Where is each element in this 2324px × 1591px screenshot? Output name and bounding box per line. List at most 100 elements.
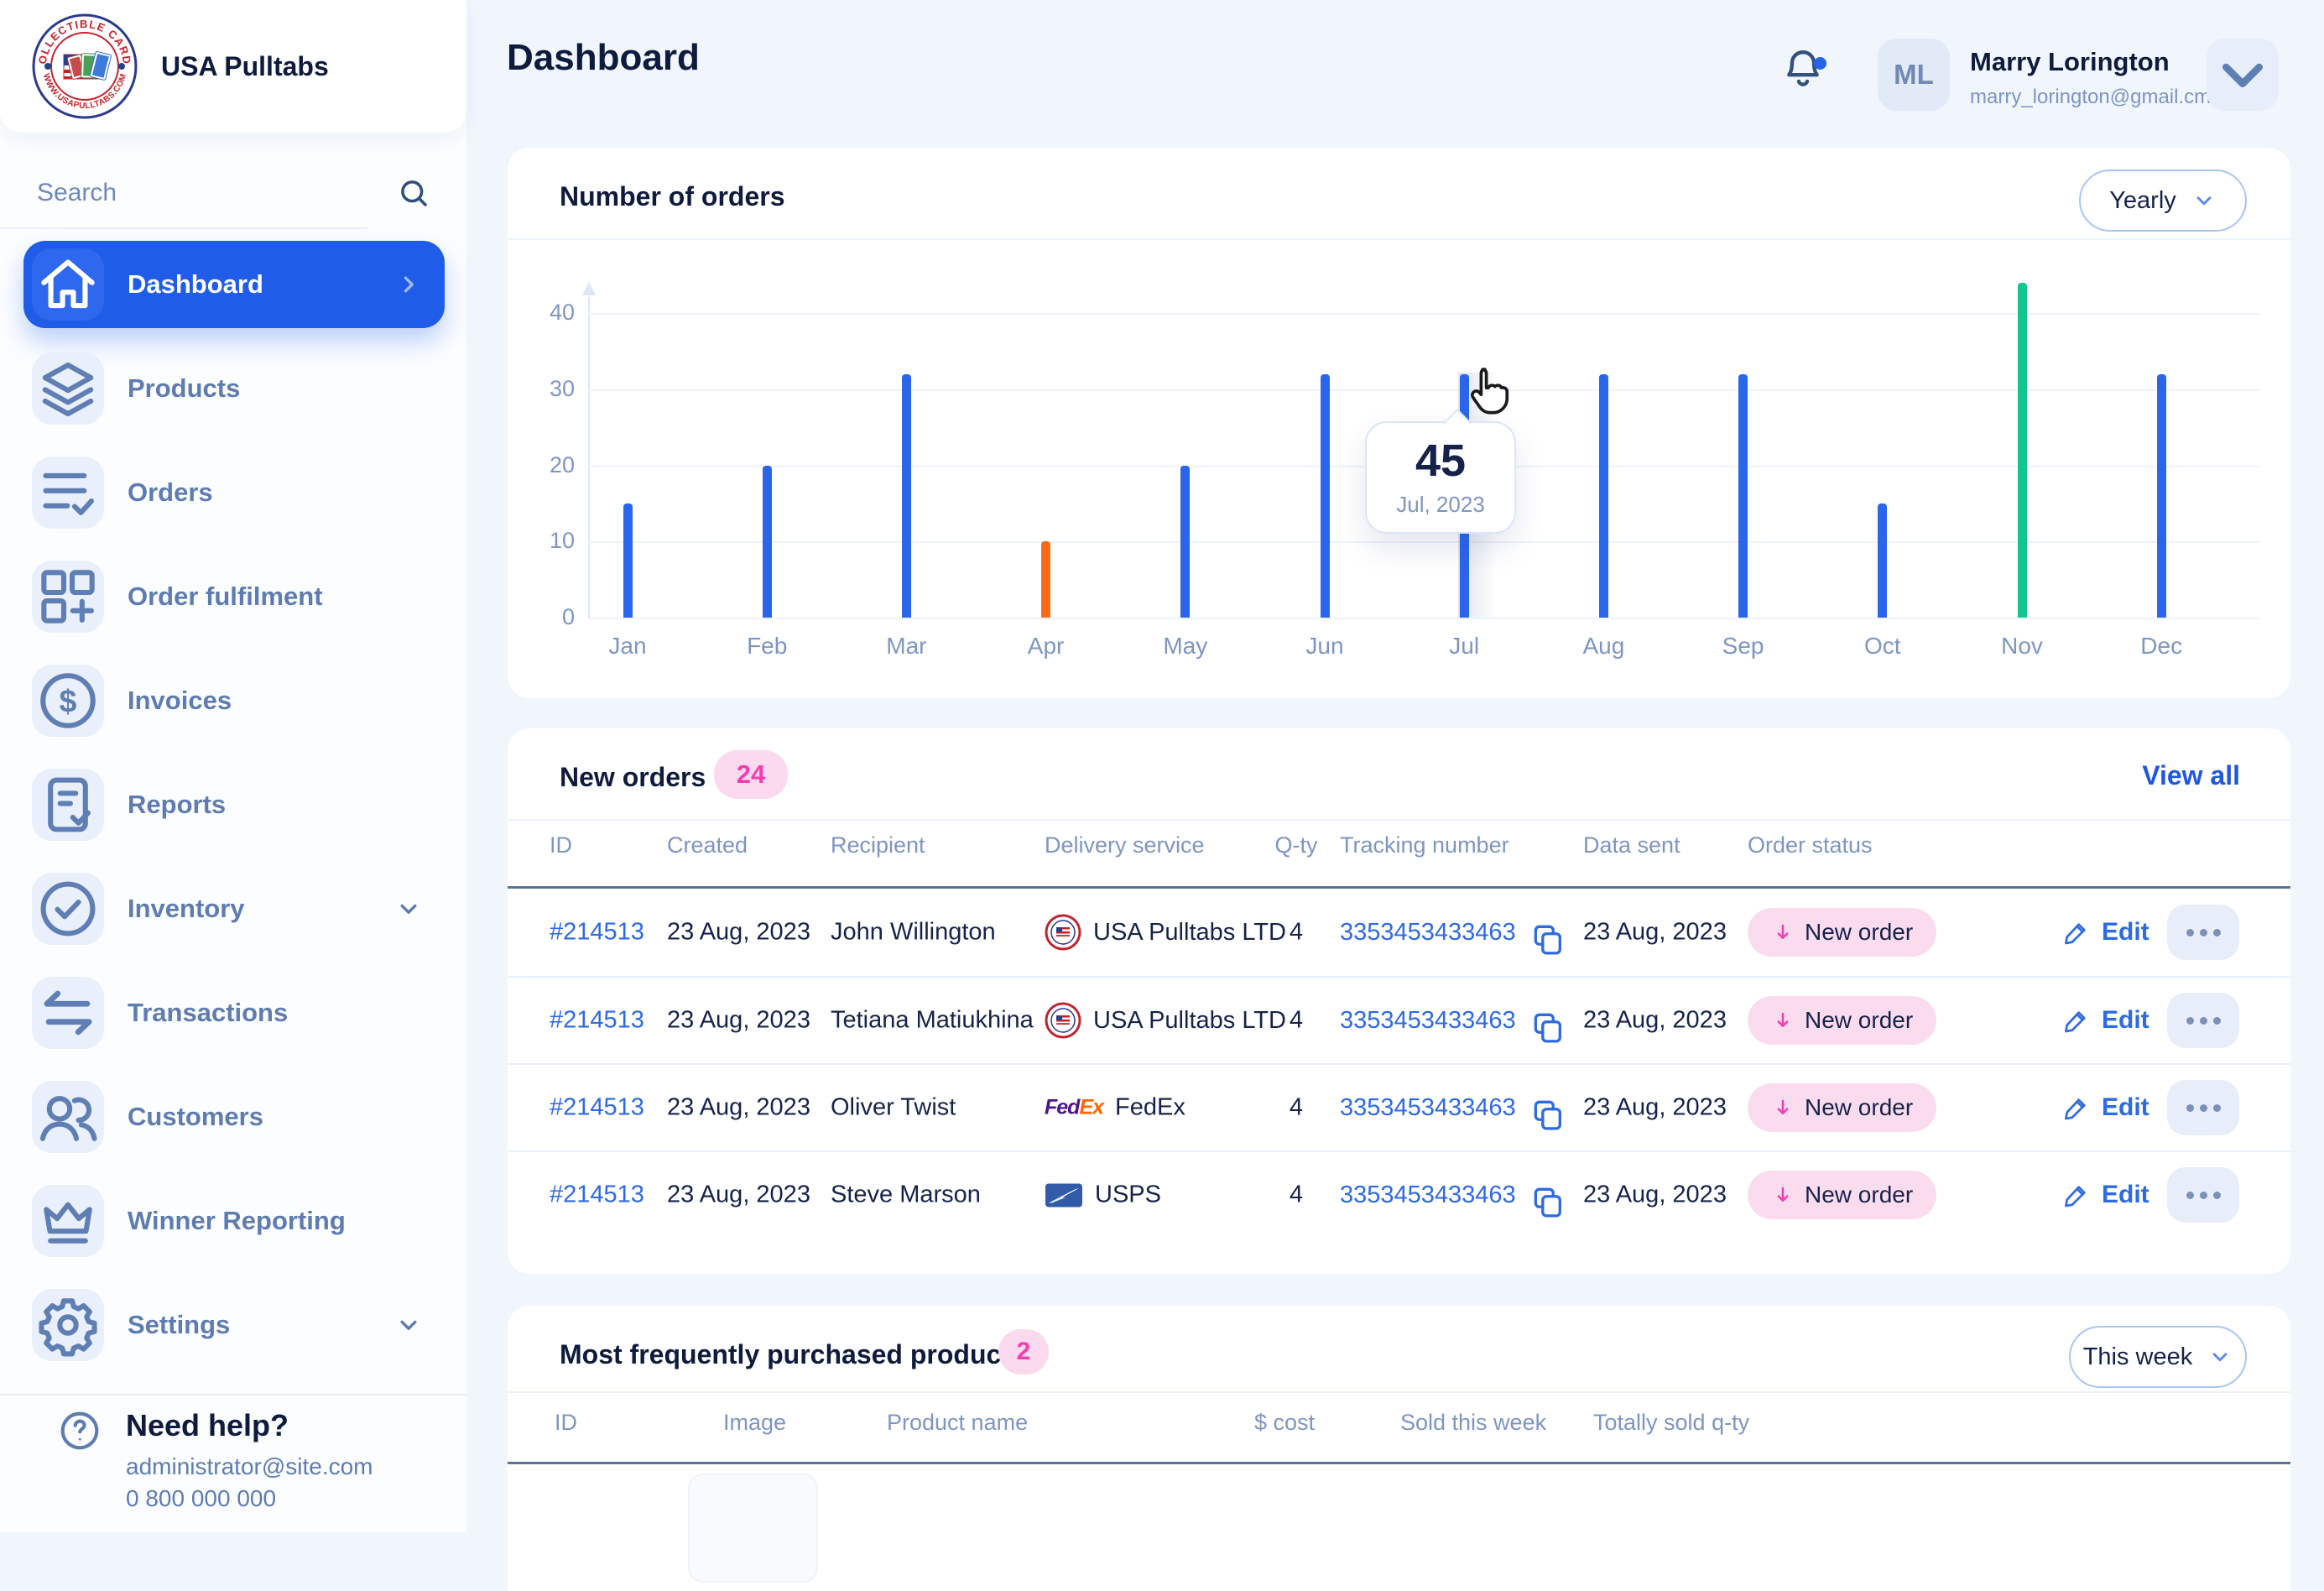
more-actions-button[interactable] xyxy=(2167,905,2239,960)
tooltip-label: Jul, 2023 xyxy=(1396,491,1485,517)
bar-may[interactable] xyxy=(1180,465,1191,618)
more-actions-button[interactable] xyxy=(2167,1080,2239,1135)
help-email[interactable]: administrator@site.com xyxy=(126,1453,373,1479)
help-question-icon xyxy=(55,1406,104,1455)
pencil-icon xyxy=(2061,1005,2092,1035)
copy-icon[interactable] xyxy=(1529,1183,1566,1220)
copy-icon[interactable] xyxy=(1529,1096,1566,1133)
chart-period-select[interactable]: Yearly xyxy=(2079,170,2247,232)
x-axis-label: May xyxy=(1163,633,1208,659)
status-badge: New order xyxy=(1748,1171,1937,1219)
sidebar-item-label: Winner Reporting xyxy=(128,1206,346,1235)
tracking-number-link[interactable]: 3353453433463 xyxy=(1340,1181,1516,1208)
sidebar-item-label: Transactions xyxy=(128,998,289,1027)
edit-button[interactable]: Edit xyxy=(2061,1180,2149,1210)
sidebar-item-products[interactable]: Products xyxy=(23,345,445,432)
user-menu-button[interactable] xyxy=(2207,39,2279,111)
help-phone[interactable]: 0 800 000 000 xyxy=(126,1485,277,1511)
arrow-down-icon xyxy=(1771,1183,1795,1207)
dollar-circle-icon: $ xyxy=(32,665,104,737)
bar-aug[interactable] xyxy=(1598,373,1608,618)
edit-button[interactable]: Edit xyxy=(2061,1093,2149,1123)
sidebar-item-label: Dashboard xyxy=(128,269,263,299)
sidebar-item-order-fulfilment[interactable]: Order fulfilment xyxy=(23,553,445,640)
y-tick-label: 0 xyxy=(561,604,575,629)
more-actions-button[interactable] xyxy=(2167,993,2239,1048)
chevron-down-icon xyxy=(394,1311,423,1339)
order-id-link[interactable]: #214513 xyxy=(550,1093,644,1121)
order-id-link[interactable]: #214513 xyxy=(550,1181,644,1208)
more-actions-button[interactable] xyxy=(2167,1167,2239,1223)
order-recipient: John Willington xyxy=(831,918,996,946)
order-id-link[interactable]: #214513 xyxy=(550,1006,644,1034)
sidebar-item-invoices[interactable]: $ Invoices xyxy=(23,657,445,744)
tracking-number-link[interactable]: 3353453433463 xyxy=(1340,1093,1516,1121)
gridline xyxy=(588,618,2259,619)
notification-bell-icon[interactable] xyxy=(1779,44,1827,92)
sidebar-item-settings[interactable]: Settings xyxy=(23,1281,445,1369)
bar-oct[interactable] xyxy=(1878,503,1888,618)
column-header: Order status xyxy=(1748,832,1873,858)
hand-cursor-icon xyxy=(1471,368,1509,415)
chart-title: Number of orders xyxy=(560,181,785,211)
order-tracking: 3353453433463 xyxy=(1340,995,1566,1046)
order-data-sent: 23 Aug, 2023 xyxy=(1583,1093,1727,1121)
column-header: Image xyxy=(723,1410,787,1435)
bar-mar[interactable] xyxy=(901,373,911,618)
pencil-icon xyxy=(2061,1093,2092,1123)
bar-apr[interactable] xyxy=(1041,541,1051,618)
sidebar-item-winner-reporting[interactable]: Winner Reporting xyxy=(23,1177,445,1265)
bar-dec[interactable] xyxy=(2156,373,2166,618)
top-products-title: Most frequently purchased products xyxy=(560,1339,1025,1369)
tracking-number-link[interactable]: 3353453433463 xyxy=(1340,1006,1516,1034)
x-axis-label: Jul xyxy=(1449,633,1480,659)
x-axis-label: Oct xyxy=(1864,633,1901,659)
sidebar-item-orders[interactable]: Orders xyxy=(23,449,445,536)
order-created: 23 Aug, 2023 xyxy=(667,918,810,946)
chevron-down-icon xyxy=(2207,1344,2233,1369)
bar-jun[interactable] xyxy=(1320,373,1330,618)
gridline xyxy=(588,541,2259,544)
card-divider xyxy=(508,238,2290,240)
copy-icon[interactable] xyxy=(1529,1009,1566,1046)
sidebar-item-reports[interactable]: Reports xyxy=(23,761,445,848)
notification-dot xyxy=(1814,57,1826,70)
x-axis-label: Apr xyxy=(1027,633,1065,659)
gear-icon xyxy=(32,1289,104,1361)
usa-pulltabs-logo xyxy=(1045,1002,1081,1039)
arrow-down-icon xyxy=(1771,1009,1795,1032)
search-icon[interactable] xyxy=(396,175,431,211)
new-orders-title: New orders xyxy=(560,762,706,792)
brand-header: COLLECTIBLE CARDS WWW.USAPULLTABS.COM US… xyxy=(0,0,466,133)
y-tick-label: 10 xyxy=(549,528,575,554)
view-all-link[interactable]: View all xyxy=(2142,760,2240,790)
transfer-arrows-icon xyxy=(32,977,104,1049)
chevron-down-icon xyxy=(394,895,423,923)
x-axis-label: Mar xyxy=(886,633,927,659)
bar-feb[interactable] xyxy=(762,465,772,618)
grid-plus-icon xyxy=(32,561,104,633)
order-id-link[interactable]: #214513 xyxy=(550,918,644,946)
edit-button[interactable]: Edit xyxy=(2061,1005,2149,1035)
products-period-select[interactable]: This week xyxy=(2069,1326,2247,1388)
pencil-icon xyxy=(2061,917,2092,947)
sidebar-item-transactions[interactable]: Transactions xyxy=(23,969,445,1056)
column-header: ID xyxy=(550,832,572,858)
order-data-sent: 23 Aug, 2023 xyxy=(1583,918,1727,946)
layers-icon xyxy=(32,352,104,425)
avatar[interactable]: ML xyxy=(1878,39,1950,111)
sidebar-item-inventory[interactable]: Inventory xyxy=(23,865,445,952)
column-header: Sold this week xyxy=(1400,1410,1547,1435)
bar-jan[interactable] xyxy=(623,503,633,618)
bar-nov[interactable] xyxy=(2017,283,2027,618)
tracking-number-link[interactable]: 3353453433463 xyxy=(1340,918,1516,946)
column-header: Created xyxy=(667,832,748,858)
bar-sep[interactable] xyxy=(1738,373,1748,618)
sidebar-item-dashboard[interactable]: Dashboard xyxy=(23,241,445,328)
sidebar-item-customers[interactable]: Customers xyxy=(23,1073,445,1161)
search-input[interactable] xyxy=(37,179,356,207)
chevron-right-icon xyxy=(394,270,423,299)
copy-icon[interactable] xyxy=(1529,921,1566,957)
chart-tooltip: 45 Jul, 2023 xyxy=(1365,421,1516,534)
edit-button[interactable]: Edit xyxy=(2061,917,2149,947)
